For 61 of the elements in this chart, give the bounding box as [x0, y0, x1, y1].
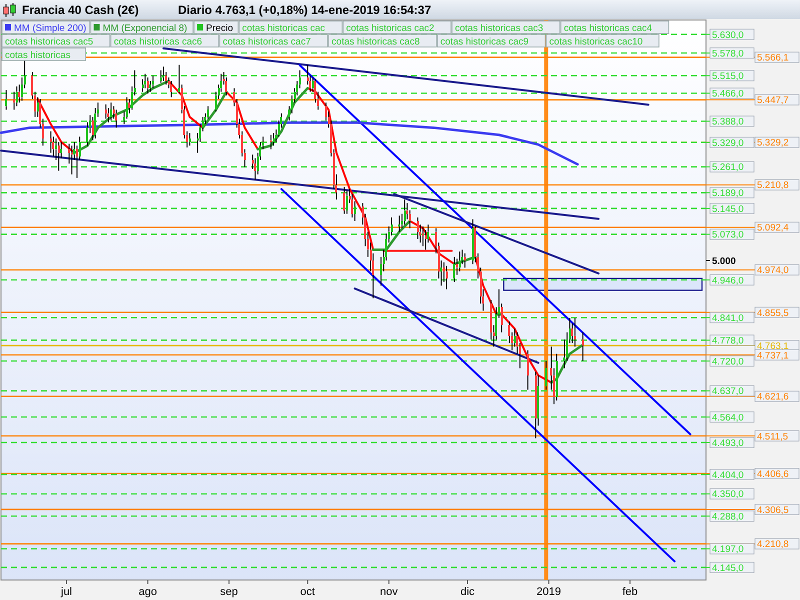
ref-line-label: 4.974,0 [757, 265, 789, 276]
ref-line-label: 4.855,5 [757, 308, 789, 319]
chart-subtitle: Diario 4.763,1 (+0,18%) 14-ene-2019 16:54:37 [178, 3, 432, 17]
y-tick-label: 4.564,0 [712, 412, 744, 424]
ref-line-label: 5.566,1 [757, 52, 789, 64]
x-tick-label: ago [138, 586, 157, 598]
y-tick-label: 4.778,0 [712, 336, 744, 347]
y-tick-label: 4.720,0 [712, 356, 744, 368]
annotation: cotas historicas cac2 [346, 23, 434, 34]
ref-line-label: 5.092,4 [757, 222, 789, 234]
annotation: cotas historicas cac6 [114, 36, 202, 48]
annotation: cotas historicas cac7 [222, 36, 311, 48]
y-tick-label: 4.197,0 [712, 544, 744, 556]
x-tick-label: sep [220, 586, 238, 598]
y-tick-label: 4.841,0 [712, 312, 744, 324]
ref-line-label: 4.306,5 [757, 504, 789, 516]
y-tick-label: 5.073,0 [712, 230, 744, 241]
x-tick-label: dic [460, 586, 476, 598]
legend-label: Precio [206, 23, 233, 34]
x-tick-label: oct [300, 586, 315, 598]
ref-line-label: 4.210,8 [757, 539, 789, 550]
y-tick-label: 4.145,0 [712, 562, 744, 574]
y-tick-label: 5.261,0 [712, 162, 744, 174]
ref-line-label: 4.737,1 [757, 350, 789, 362]
y-tick-label: 5.329,0 [712, 138, 744, 149]
annotation: cotas historicas cac3 [455, 23, 544, 34]
y-tick-label: 5.000 [712, 256, 736, 267]
y-tick-label: 4.493,0 [712, 438, 744, 449]
ref-line-label: 4.511,5 [757, 431, 788, 442]
y-tick-label: 4.946,0 [712, 275, 744, 286]
x-tick-label: 2019 [536, 586, 561, 598]
y-tick-label: 5.189,0 [712, 188, 744, 200]
y-tick-label: 4.350,0 [712, 489, 744, 500]
x-tick-label: feb [622, 586, 638, 598]
ref-line-label: 5.447,7 [757, 95, 789, 106]
y-tick-label: 5.145,0 [712, 204, 744, 215]
legend-label: MM (Simple 200) [14, 23, 86, 34]
y-tick-label: 5.388,0 [712, 116, 744, 128]
annotation: cotas historicas cac5 [5, 36, 94, 48]
y-tick-label: 5.578,0 [712, 48, 744, 60]
annotation: cotas historicas cac [242, 23, 326, 34]
y-tick-label: 5.630,0 [712, 30, 744, 41]
x-tick-label: nov [380, 586, 398, 598]
y-tick-label: 4.404,0 [712, 470, 744, 481]
y-tick-label: 5.466,0 [712, 88, 744, 100]
legend-label: MM (Exponencial 8) [102, 23, 188, 34]
ref-line-label: 4.406,6 [757, 468, 789, 480]
y-tick-label: 5.515,0 [712, 71, 744, 82]
y-tick-label: 4.637,0 [712, 386, 744, 398]
ref-line-label: 4.621,6 [757, 392, 789, 403]
annotation: cotas historicas cac8 [332, 36, 420, 48]
ref-line-label: 5.329,2 [757, 138, 789, 149]
y-tick-label: 4.288,0 [712, 512, 744, 523]
annotation: cotas historicas cac10 [549, 36, 643, 48]
ref-line-label: 5.210,8 [757, 180, 789, 192]
annotation: cotas historicas cac4 [564, 23, 652, 34]
chart-title: Francia 40 Cash (2€) [22, 3, 139, 17]
annotation: cotas historicas [5, 50, 71, 61]
ref-line-label: 4.763,1 [757, 340, 789, 352]
annotation: cotas historicas cac9 [440, 36, 529, 48]
x-tick-label: jul [60, 586, 72, 598]
